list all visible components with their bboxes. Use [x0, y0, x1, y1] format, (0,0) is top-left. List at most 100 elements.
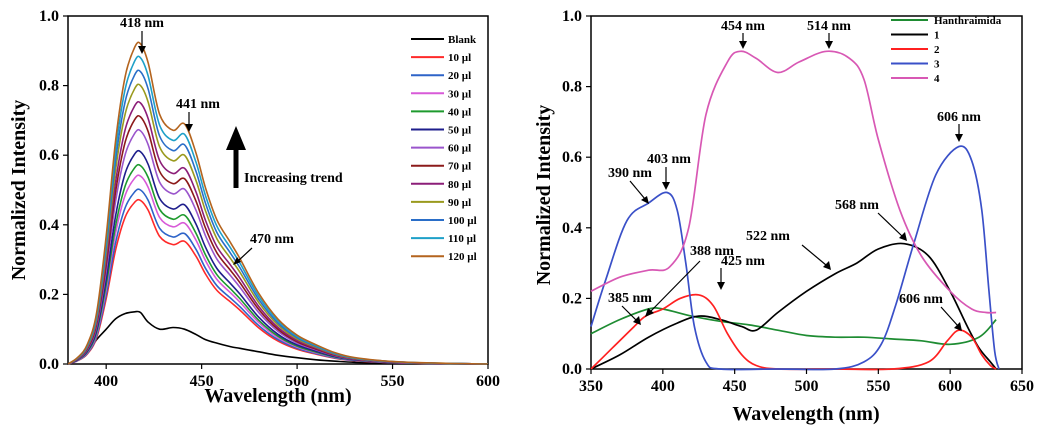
- left-y-tick-label: 1.0: [39, 8, 59, 25]
- left-legend-label-9: 90 µl: [448, 197, 471, 209]
- left-legend-label-11: 110 µl: [448, 233, 476, 245]
- right-y-tick-label: 0.6: [562, 149, 582, 166]
- right-legend: Hanthraimida 1 2 3 4: [891, 15, 1002, 85]
- left-legend-label-12: 120 µl: [448, 251, 477, 263]
- annotation-470nm: 470 nm: [250, 232, 294, 247]
- right-x-axis-title: Wavelength (nm): [732, 403, 879, 425]
- left-legend-label-4: 40 µl: [448, 106, 471, 118]
- left-y-tick-label: 0.4: [39, 217, 59, 234]
- left-legend-label-3: 30 µl: [448, 88, 471, 100]
- right-plot-frame: [590, 15, 1023, 370]
- increasing-trend-arrowhead: [226, 126, 246, 150]
- arrow-388nm: [649, 260, 701, 313]
- right-legend-label-2: 2: [934, 44, 940, 56]
- right-ticks: 350 400 450 500 550 600 650 0.0 0.2 0.4 0.6 0.8 1.0: [562, 8, 1034, 395]
- annotation-418nm: 418 nm: [120, 16, 164, 31]
- left-y-tick-label: 0.2: [39, 286, 59, 303]
- annotation-388nm: 388 nm: [690, 244, 734, 259]
- right-chart: 350 400 450 500 550 600 6500.00.20.40.60.81.0 …: [533, 8, 1034, 425]
- annotation-514nm: 514 nm: [807, 19, 851, 34]
- right-x-tick-label: 400: [651, 378, 675, 395]
- arrow-522nm: [801, 244, 827, 266]
- right-series-line-4: [590, 50, 997, 314]
- right-series-line-1: [590, 242, 997, 370]
- right-legend-label-3: 3: [934, 59, 940, 71]
- left-chart: 400 450 500 550 600 0.0 0.2 0.4 0.6 0.8 1.0 Wavele…: [8, 8, 500, 407]
- left-legend-label-0: Blank: [448, 34, 477, 46]
- arrowhead-403nm: [662, 182, 670, 190]
- right-x-tick-label: 500: [795, 378, 819, 395]
- left-legend-label-2: 20 µl: [448, 70, 471, 82]
- annotation-454nm: 454 nm: [721, 19, 765, 34]
- annotation-390nm: 390 nm: [608, 166, 652, 181]
- left-legend-label-8: 80 µl: [448, 179, 471, 191]
- left-legend-label-7: 70 µl: [448, 161, 471, 173]
- annotation-increasing-trend: Increasing trend: [244, 171, 343, 186]
- arrowhead-425nm: [717, 282, 725, 290]
- arrow-390nm: [629, 180, 646, 200]
- left-legend-label-1: 10 µl: [448, 52, 471, 64]
- annotation-425nm: 425 nm: [721, 254, 765, 269]
- arrowhead-385nm: [633, 316, 641, 325]
- arrowhead-522nm: [823, 261, 831, 270]
- left-y-tick-label: 0.6: [39, 147, 59, 164]
- right-y-tick-label: 0.2: [562, 290, 582, 307]
- right-series-line-3: [590, 145, 1000, 371]
- right-y-axis-title: Normalized Intensity: [533, 105, 555, 286]
- right-legend-label-0: Hanthraimida: [934, 15, 1002, 27]
- right-series-line-0: [590, 307, 997, 346]
- right-y-tick-label: 0.4: [562, 220, 582, 237]
- right-x-tick-label: 550: [866, 378, 890, 395]
- annotation-606nm-bottom: 606 nm: [899, 292, 943, 307]
- left-series-group: [67, 41, 489, 365]
- left-legend-label-10: 100 µl: [448, 215, 477, 227]
- arrowhead-568nm: [899, 232, 907, 241]
- left-y-axis-title: Normalized Intensity: [8, 100, 30, 281]
- arrowhead-470nm: [233, 257, 241, 265]
- annotation-606nm-top: 606 nm: [937, 110, 981, 125]
- right-legend-label-4: 4: [934, 73, 940, 85]
- right-x-tick-label: 350: [579, 378, 603, 395]
- left-series-line-12: [67, 41, 489, 365]
- arrowhead-418nm: [138, 46, 146, 54]
- arrowhead-454nm: [739, 41, 747, 49]
- left-legend-label-6: 60 µl: [448, 143, 471, 155]
- arrowhead-514nm: [825, 41, 833, 49]
- annotation-568nm: 568 nm: [835, 198, 879, 213]
- left-x-tick-label: 400: [94, 373, 118, 390]
- left-x-tick-label: 450: [190, 373, 214, 390]
- annotation-385nm: 385 nm: [608, 291, 652, 306]
- left-plot-frame: [67, 15, 489, 365]
- arrowhead-390nm: [641, 196, 649, 204]
- right-x-tick-label: 450: [723, 378, 747, 395]
- right-series-group: [590, 50, 1000, 371]
- annotation-403nm: 403 nm: [647, 152, 691, 167]
- annotation-441nm: 441 nm: [176, 97, 220, 112]
- left-x-tick-label: 500: [285, 373, 309, 390]
- arrowhead-441nm: [185, 124, 193, 132]
- right-y-tick-label: 0.8: [562, 79, 582, 96]
- left-ticks: 400 450 500 550 600 0.0 0.2 0.4 0.6 0.8 1.0: [39, 8, 500, 390]
- left-x-tick-label: 550: [381, 373, 405, 390]
- right-x-tick-label: 600: [938, 378, 962, 395]
- right-y-tick-label: 1.0: [562, 8, 582, 25]
- annotation-522nm: 522 nm: [746, 229, 790, 244]
- arrow-470nm: [237, 247, 253, 262]
- arrow-606nm-bottom: [940, 306, 959, 327]
- left-legend: Blank 10 µl 20 µl 30 µl 40 µl 50 µl 60 µl 70 µl…: [411, 34, 477, 263]
- left-x-tick-label: 600: [476, 373, 500, 390]
- arrowhead-388nm: [645, 308, 654, 317]
- arrowhead-606nm-top: [955, 134, 963, 142]
- left-legend-label-5: 50 µl: [448, 125, 471, 137]
- arrow-568nm: [877, 212, 903, 237]
- right-x-tick-label: 650: [1010, 378, 1034, 395]
- left-x-axis-title: Wavelength (nm): [204, 385, 351, 407]
- arrow-385nm: [621, 305, 637, 321]
- arrowhead-606nm-bottom: [954, 322, 962, 331]
- left-y-tick-label: 0.0: [39, 356, 59, 373]
- right-legend-label-1: 1: [934, 30, 940, 42]
- left-series-line-0: [67, 310, 489, 365]
- right-y-tick-label: 0.0: [562, 361, 582, 378]
- left-series-line-11: [67, 55, 489, 365]
